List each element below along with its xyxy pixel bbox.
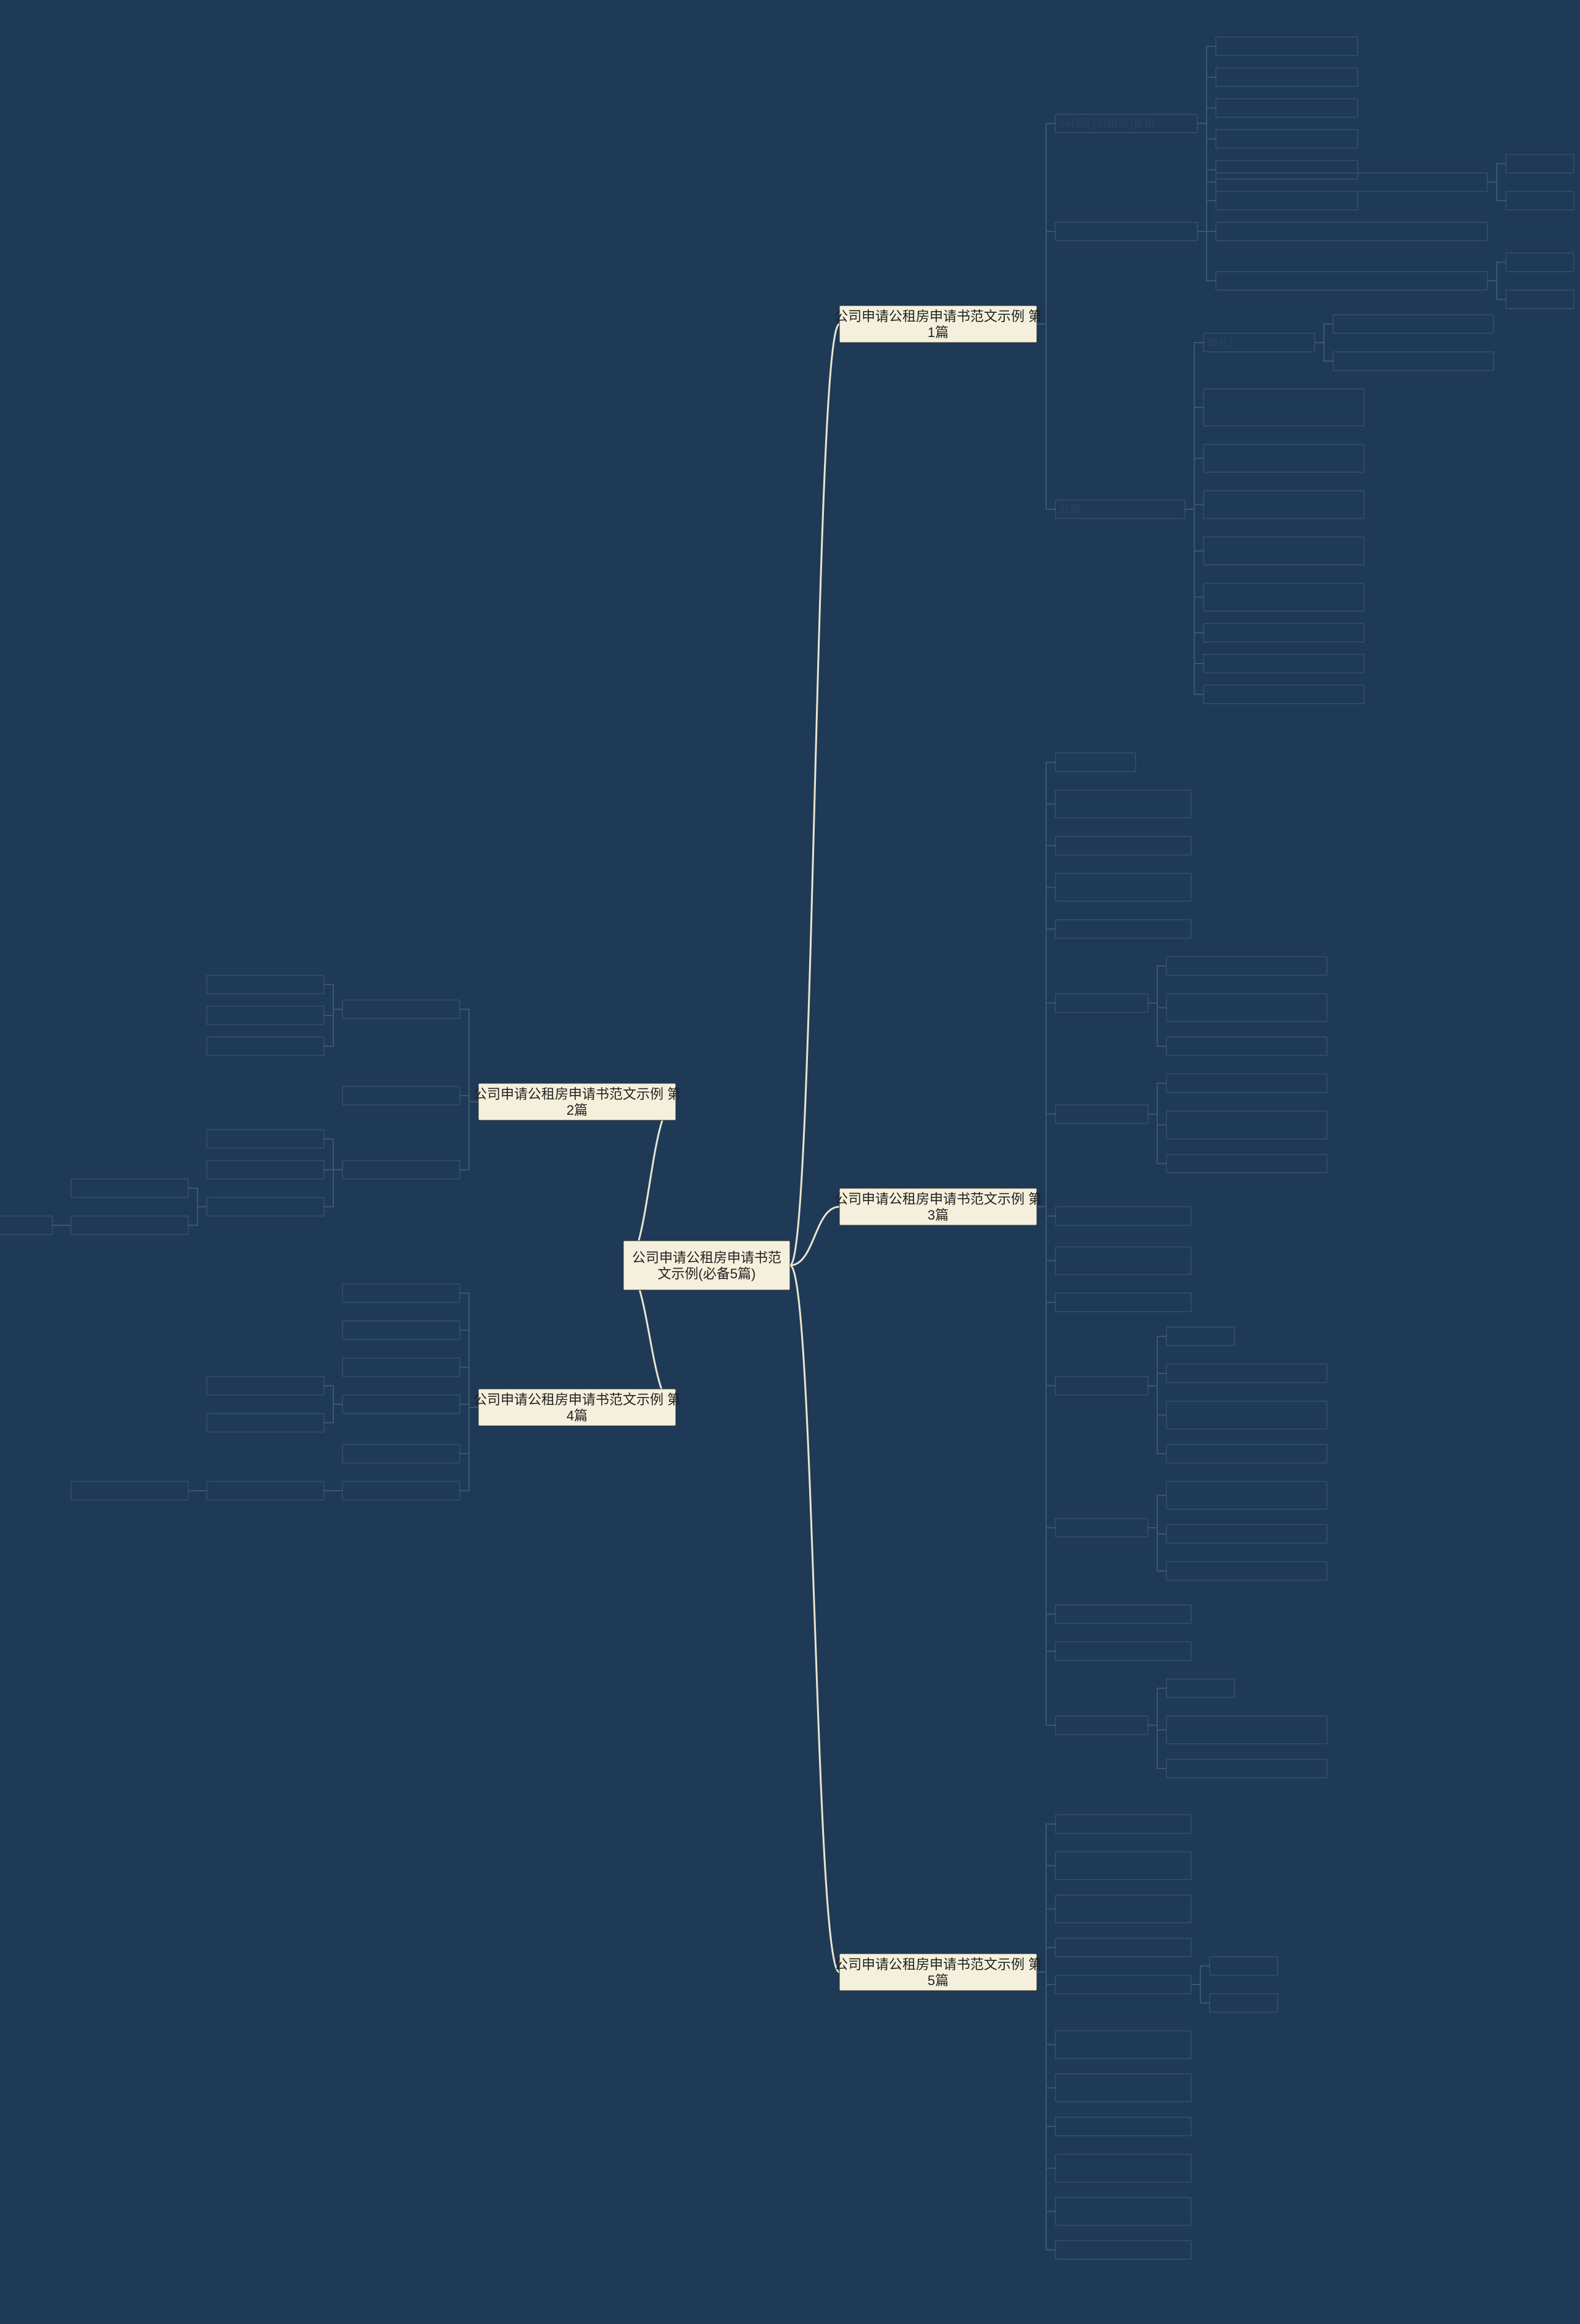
b4-label: 公司申请公租房申请书范文示例 第	[473, 1392, 681, 1407]
b4-label: 4篇	[567, 1408, 588, 1423]
b2-label: 2篇	[567, 1102, 588, 1118]
mindmap-canvas: xx社区(公租房)单位: 此致 敬礼! 公司申请公租房申请书范文示例(必备5篇) 公司…	[0, 0, 1580, 2324]
leaf-label: 敬礼!	[1207, 336, 1233, 349]
b3-label: 公司申请公租房申请书范文示例 第	[834, 1191, 1042, 1207]
root-node-label: 公司申请公租房申请书范	[632, 1250, 781, 1265]
root-node-label: 文示例(必备5篇)	[658, 1266, 756, 1281]
canvas-bg	[0, 0, 1580, 2324]
b3-label: 3篇	[928, 1207, 949, 1223]
leaf-label: xx社区(公租房)单位:	[1059, 117, 1158, 130]
b2-label: 公司申请公租房申请书范文示例 第	[473, 1086, 681, 1102]
leaf-label: 此致	[1059, 503, 1081, 515]
b5-label: 5篇	[928, 1973, 949, 1988]
root-node[interactable]	[623, 1241, 790, 1290]
b1-label: 1篇	[928, 325, 949, 340]
b5-label: 公司申请公租房申请书范文示例 第	[834, 1957, 1042, 1972]
b1-label: 公司申请公租房申请书范文示例 第	[834, 309, 1042, 324]
